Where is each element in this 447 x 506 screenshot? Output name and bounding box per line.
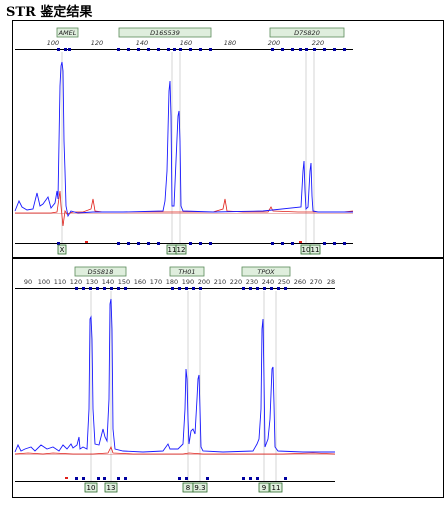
bin-markers-bottom-top — [57, 242, 346, 245]
axis-label: 28 — [327, 278, 335, 286]
red-marker — [299, 241, 302, 243]
red-marker — [65, 477, 68, 479]
axis-label: 110 — [54, 278, 66, 286]
axis-label: 180 — [224, 39, 236, 47]
axis-label: 200 — [198, 278, 210, 286]
allele-call-11[interactable]: 11 — [166, 244, 178, 255]
axis-label: 250 — [278, 278, 290, 286]
allele-call-12[interactable]: 12 — [175, 244, 187, 255]
electropherogram-panel-top: AMEL D16S539 D7S820 100 120 140 160 180 … — [12, 20, 444, 258]
bin-markers-top — [75, 287, 287, 290]
bin-markers-top — [57, 48, 346, 51]
red-marker — [85, 241, 88, 243]
axis-label: 180 — [166, 278, 178, 286]
allele-call-label: 12 — [177, 246, 186, 254]
allele-call-label: 10 — [87, 484, 96, 492]
bin-markers-bottom — [75, 477, 287, 480]
locus-label-th01: TH01 — [178, 268, 195, 276]
axis-label: 220 — [230, 278, 242, 286]
electropherogram-top-svg: AMEL D16S539 D7S820 100 120 140 160 180 … — [14, 27, 354, 255]
allele-guide-lines — [90, 291, 277, 481]
locus-box-th01[interactable]: TH01 — [169, 266, 205, 277]
locus-label-d5s818: D5S818 — [88, 268, 114, 276]
allele-call-13[interactable]: 13 — [104, 482, 118, 493]
red-trace-bottom — [14, 445, 336, 455]
axis-label: 160 — [180, 39, 192, 47]
axis-label: 170 — [150, 278, 162, 286]
axis-label: 140 — [102, 278, 114, 286]
allele-call-10[interactable]: 10 — [300, 244, 312, 255]
locus-box-d16s539[interactable]: D16S539 — [118, 27, 212, 38]
electropherogram-panel-bottom: D5S818 TH01 TPOX 90 100 110 120 130 140 … — [12, 258, 444, 498]
axis-label: 220 — [312, 39, 324, 47]
axis-label: 190 — [182, 278, 194, 286]
axis-label: 200 — [268, 39, 280, 47]
locus-label-d7s820: D7S820 — [294, 29, 320, 37]
allele-call-10[interactable]: 10 — [84, 482, 98, 493]
locus-box-d5s818[interactable]: D5S818 — [74, 266, 127, 277]
locus-label-amel: AMEL — [58, 29, 77, 37]
locus-box-d7s820[interactable]: D7S820 — [269, 27, 345, 38]
allele-call-label: 11 — [168, 246, 177, 254]
axis-label: 120 — [91, 39, 103, 47]
axis-label: 260 — [294, 278, 306, 286]
axis-label: 160 — [134, 278, 146, 286]
axis-label: 100 — [47, 39, 59, 47]
allele-call-9[interactable]: 9 — [258, 482, 270, 493]
locus-label-d16s539: D16S539 — [150, 29, 180, 37]
allele-call-label: 13 — [107, 484, 116, 492]
allele-call-label: X — [60, 246, 65, 254]
axis-label: 240 — [262, 278, 274, 286]
allele-guide-lines — [61, 52, 315, 243]
allele-call-8[interactable]: 8 — [182, 482, 194, 493]
locus-box-tpox[interactable]: TPOX — [241, 266, 291, 277]
allele-call-label: 11 — [311, 246, 320, 254]
locus-label-tpox: TPOX — [257, 268, 275, 276]
axis-label: 100 — [38, 278, 50, 286]
allele-call-label: 10 — [302, 246, 311, 254]
axis-label: 150 — [118, 278, 130, 286]
blue-trace-bottom — [14, 298, 335, 453]
electropherogram-bottom-svg: D5S818 TH01 TPOX 90 100 110 120 130 140 … — [14, 266, 336, 493]
allele-call-label: 11 — [272, 484, 281, 492]
axis-label: 230 — [246, 278, 258, 286]
allele-call-11[interactable]: 11 — [269, 482, 283, 493]
allele-call-label: 8 — [186, 484, 190, 492]
axis-label: 210 — [214, 278, 226, 286]
axis-label: 120 — [70, 278, 82, 286]
allele-call-11b[interactable]: 11 — [309, 244, 321, 255]
locus-box-amel[interactable]: AMEL — [56, 27, 79, 38]
size-axis-bottom: 90 100 110 120 130 140 150 160 170 180 1… — [24, 278, 335, 286]
allele-call-label: 9.3 — [194, 484, 205, 492]
blue-trace-top — [14, 61, 353, 218]
allele-call-label: 9 — [262, 484, 266, 492]
axis-label: 140 — [136, 39, 148, 47]
axis-label: 130 — [86, 278, 98, 286]
allele-call-9-3[interactable]: 9.3 — [192, 482, 208, 493]
axis-label: 90 — [24, 278, 32, 286]
axis-label: 270 — [310, 278, 322, 286]
allele-call-x[interactable]: X — [57, 244, 67, 255]
size-axis-top: 100 120 140 160 180 200 220 — [47, 39, 324, 47]
page-title: STR 鉴定结果 — [6, 5, 93, 20]
